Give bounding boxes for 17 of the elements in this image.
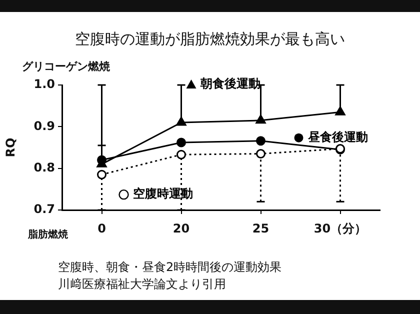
x-tick-label: 0 bbox=[98, 221, 106, 236]
x-tick-label: 30（分） bbox=[314, 221, 367, 236]
text: 空腹時、朝食・昼食2時時間後の運動効果 bbox=[58, 260, 282, 274]
text: 脂肪燃焼 bbox=[27, 228, 69, 241]
y-axis-title: RQ bbox=[3, 138, 18, 158]
x-tick-label: 25 bbox=[252, 221, 270, 236]
text: グリコーゲン燃焼 bbox=[22, 60, 111, 73]
legend-label: 空腹時運動 bbox=[132, 186, 193, 201]
y-tick-label: 0.9 bbox=[34, 118, 55, 133]
text: 川﨑医療福祉大学論文より引用 bbox=[58, 277, 226, 292]
y-tick-label: 0.8 bbox=[34, 160, 55, 174]
legend-label: 朝食後運動 bbox=[199, 76, 260, 91]
x-tick-label: 20 bbox=[172, 221, 190, 236]
y-tick-label: 0.7 bbox=[34, 202, 55, 216]
chart-title: 空腹時の運動が脂肪燃焼効果が最も高い bbox=[75, 30, 345, 48]
legend-label: 昼食後運動 bbox=[306, 130, 368, 144]
y-tick-label: 1.0 bbox=[34, 77, 55, 92]
